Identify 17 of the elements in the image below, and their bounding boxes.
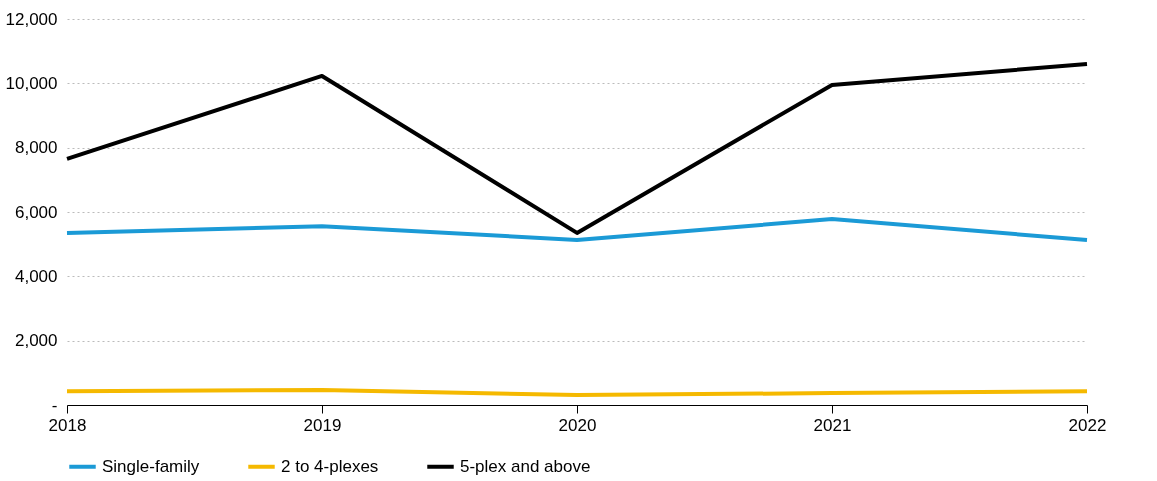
y-tick-label: 8,000 bbox=[14, 138, 58, 158]
y-tick-label: 12,000 bbox=[5, 9, 58, 29]
y-tick-label: 6,000 bbox=[14, 202, 58, 222]
x-tick-label: 2018 bbox=[48, 415, 87, 435]
x-tick-label: 2021 bbox=[813, 415, 852, 435]
legend-label: 5-plex and above bbox=[460, 456, 591, 476]
legend-label: Single-family bbox=[102, 456, 200, 476]
y-tick-label: 4,000 bbox=[14, 266, 58, 286]
x-tick-label: 2020 bbox=[558, 415, 597, 435]
legend-label: 2 to 4-plexes bbox=[281, 456, 379, 476]
y-tick-label: 10,000 bbox=[5, 73, 58, 93]
y-tick-label: - bbox=[51, 395, 58, 415]
y-tick-label: 2,000 bbox=[14, 331, 58, 351]
line-series bbox=[65, 217, 1089, 242]
x-tick-label: 2022 bbox=[1068, 415, 1107, 435]
x-tick-label: 2019 bbox=[303, 415, 342, 435]
line-series bbox=[65, 62, 1089, 235]
